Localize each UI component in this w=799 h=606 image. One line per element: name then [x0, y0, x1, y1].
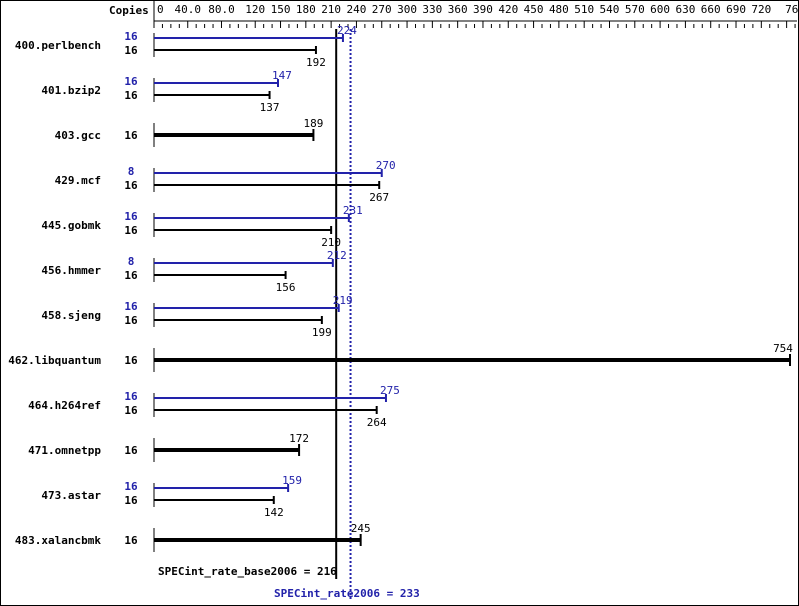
- benchmark-name: 400.perlbench: [15, 39, 101, 52]
- axis-tick-label: 330: [422, 3, 442, 16]
- axis-tick-label: 300: [397, 3, 417, 16]
- benchmark-name: 462.libquantum: [8, 354, 101, 367]
- base-copies: 16: [124, 44, 138, 57]
- peak-value: 224: [337, 24, 357, 37]
- axis-tick-label: 720: [751, 3, 771, 16]
- axis-tick-label: 240: [347, 3, 367, 16]
- base-copies: 16: [124, 129, 138, 142]
- peak-copies: 16: [124, 75, 138, 88]
- axis-tick-label: 420: [498, 3, 518, 16]
- axis-tick-label: 660: [701, 3, 721, 16]
- peak-value: 231: [343, 204, 363, 217]
- axis-tick-label: 760: [785, 3, 798, 16]
- axis-tick-label: 180: [296, 3, 316, 16]
- base-value: 156: [276, 281, 296, 294]
- axis-tick-label: 360: [448, 3, 468, 16]
- benchmark-name: 471.omnetpp: [28, 444, 101, 457]
- base-value: 199: [312, 326, 332, 339]
- base-value: 267: [369, 191, 389, 204]
- peak-value: 147: [272, 69, 292, 82]
- axis-tick-label: 690: [726, 3, 746, 16]
- peak-copies: 8: [128, 255, 135, 268]
- benchmark-name: 458.sjeng: [41, 309, 101, 322]
- peak-copies: 8: [128, 165, 135, 178]
- base-value: 172: [289, 432, 309, 445]
- axis-tick-label: 80.0: [208, 3, 235, 16]
- benchmark-name: 483.xalancbmk: [15, 534, 101, 547]
- peak-value: 159: [282, 474, 302, 487]
- axis-tick-label: 570: [625, 3, 645, 16]
- base-copies: 16: [124, 224, 138, 237]
- axis-tick-label: 390: [473, 3, 493, 16]
- peak-copies: 16: [124, 480, 138, 493]
- peak-value: 212: [327, 249, 347, 262]
- axis-tick-label: 540: [600, 3, 620, 16]
- base-copies: 16: [124, 404, 138, 417]
- axis-tick-label: 270: [372, 3, 392, 16]
- benchmark-name: 464.h264ref: [28, 399, 101, 412]
- axis-tick-label: 150: [271, 3, 291, 16]
- peak-copies: 16: [124, 300, 138, 313]
- base-value: 210: [321, 236, 341, 249]
- base-copies: 16: [124, 444, 138, 457]
- benchmark-name: 429.mcf: [55, 174, 101, 187]
- peak-value: 219: [333, 294, 353, 307]
- benchmark-name: 401.bzip2: [41, 84, 101, 97]
- base-value: 754: [773, 342, 793, 355]
- base-value: 192: [306, 56, 326, 69]
- benchmark-name: 456.hmmer: [41, 264, 101, 277]
- peak-copies: 16: [124, 210, 138, 223]
- base-value: 245: [351, 522, 371, 535]
- base-value: 137: [260, 101, 280, 114]
- base-copies: 16: [124, 179, 138, 192]
- base-copies: 16: [124, 354, 138, 367]
- base-value: 189: [303, 117, 323, 130]
- benchmark-name: 473.astar: [41, 489, 101, 502]
- base-copies: 16: [124, 494, 138, 507]
- base-mean-label: SPECint_rate_base2006 = 216: [158, 565, 337, 578]
- base-value: 264: [367, 416, 387, 429]
- axis-tick-label: 450: [524, 3, 544, 16]
- axis-tick-label: 0: [157, 3, 164, 16]
- axis-tick-label: 120: [245, 3, 265, 16]
- benchmark-name: 403.gcc: [55, 129, 101, 142]
- base-copies: 16: [124, 314, 138, 327]
- peak-mean-label: SPECint_rate2006 = 233: [274, 587, 420, 600]
- base-copies: 16: [124, 269, 138, 282]
- peak-value: 270: [376, 159, 396, 172]
- axis-tick-label: 510: [574, 3, 594, 16]
- peak-value: 275: [380, 384, 400, 397]
- base-copies: 16: [124, 89, 138, 102]
- peak-copies: 16: [124, 390, 138, 403]
- axis-tick-label: 630: [675, 3, 695, 16]
- axis-tick-label: 210: [321, 3, 341, 16]
- axis-tick-label: 600: [650, 3, 670, 16]
- axis-tick-label: 40.0: [174, 3, 201, 16]
- base-copies: 16: [124, 534, 138, 547]
- copies-header: Copies: [109, 4, 149, 17]
- axis-tick-label: 480: [549, 3, 569, 16]
- base-value: 142: [264, 506, 284, 519]
- peak-copies: 16: [124, 30, 138, 43]
- benchmark-name: 445.gobmk: [41, 219, 101, 232]
